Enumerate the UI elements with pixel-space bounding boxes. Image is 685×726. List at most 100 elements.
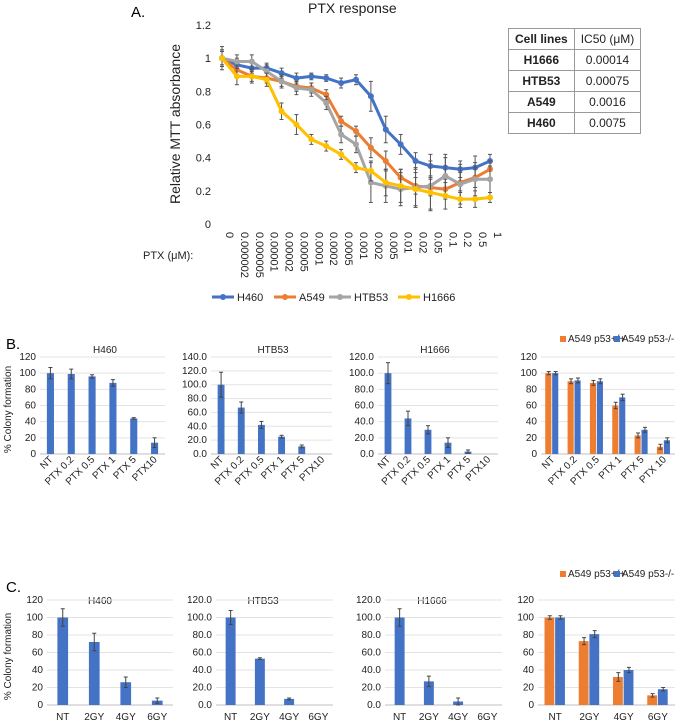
data-point — [472, 196, 479, 203]
x-tick-label: 0.02 — [417, 232, 429, 253]
bar — [225, 617, 236, 705]
bar — [254, 658, 265, 705]
bar — [298, 446, 306, 454]
data-point — [412, 157, 419, 164]
y-tick-label: 1 — [205, 53, 211, 65]
bar — [544, 617, 555, 705]
y-tick-label: 100 — [517, 613, 534, 624]
x-tick-label: 4GY — [448, 712, 468, 723]
bar — [284, 698, 295, 705]
x-tick-label: 4GY — [116, 712, 136, 723]
y-tick-label: 0 — [37, 700, 43, 711]
table-row: H1666 0.00014 — [508, 49, 642, 71]
data-point — [293, 85, 300, 92]
bar — [46, 373, 54, 454]
y-tick-label: 20.0 — [193, 683, 213, 694]
y-axis-title: % Colony formation — [3, 366, 14, 453]
bar — [656, 446, 664, 454]
legend-label: A549 p53+/+ — [568, 569, 625, 580]
data-point — [487, 176, 493, 183]
y-tick-label: 1.2 — [196, 20, 211, 32]
legend-label: A549 p53+/+ — [568, 334, 625, 345]
x-tick-label: 0.001 — [357, 232, 369, 260]
x-tick-label: 6GY — [147, 712, 167, 723]
y-tick-label: 120 — [517, 595, 534, 606]
y-tick-label: 60.0 — [188, 407, 208, 418]
bar — [394, 617, 405, 705]
table-row: HTB53 0.00075 — [508, 70, 642, 92]
data-point — [457, 181, 464, 188]
chart-title: HTB53 — [247, 596, 279, 607]
x-tick-label: 0.0005 — [342, 232, 354, 266]
x-tick-label: 2GY — [579, 712, 599, 723]
y-tick-label: 40.0 — [355, 417, 375, 428]
bar — [384, 373, 392, 454]
bar — [109, 382, 117, 454]
x-tick-label: 1 — [491, 232, 503, 238]
data-point — [382, 157, 389, 164]
y-tick-label: 60 — [526, 401, 538, 412]
x-tick-label: 0.0001 — [312, 232, 324, 266]
table-cell-cell-line: A549 — [508, 91, 575, 113]
table-row: A549 0.0016 — [508, 91, 642, 113]
legend-swatch-marker — [406, 294, 412, 300]
table-cell-cell-line: H460 — [508, 112, 575, 134]
bar — [574, 380, 581, 454]
y-tick-label: 100.0 — [182, 380, 207, 391]
x-tick-label: NT — [224, 712, 237, 723]
y-tick-label: 100 — [520, 368, 537, 379]
data-point — [367, 93, 374, 100]
y-tick-label: 40 — [32, 665, 44, 676]
y-tick-label: 80.0 — [355, 384, 375, 395]
bar — [589, 634, 600, 705]
legend-label: A549 p53-/- — [622, 569, 674, 580]
legend-swatch-marker — [282, 294, 288, 300]
bar — [67, 373, 75, 454]
x-tick-label: 0.00005 — [297, 232, 309, 272]
y-tick-label: 60.0 — [362, 648, 382, 659]
bar — [120, 682, 132, 705]
bar — [634, 435, 641, 454]
y-tick-label: 40.0 — [362, 665, 382, 676]
data-point — [382, 126, 389, 133]
data-point — [472, 176, 479, 183]
table-cell-ic50: 0.0016 — [573, 91, 642, 113]
y-tick-label: 120 — [520, 352, 537, 363]
data-point — [278, 78, 285, 85]
y-tick-label: 80 — [523, 630, 535, 641]
x-tick-label: 6GY — [308, 712, 328, 723]
y-tick-label: 20 — [25, 433, 37, 444]
data-point — [397, 141, 404, 148]
x-tick-label: 0.0002 — [327, 232, 339, 266]
y-tick-label: 20 — [526, 433, 538, 444]
ic50-table: Cell lines IC50 (μM) H1666 0.00014 HTB53… — [508, 28, 642, 134]
y-tick-label: 0.0 — [367, 700, 381, 711]
data-point — [219, 55, 225, 62]
bar — [423, 681, 434, 705]
y-tick-label: 120.0 — [187, 595, 212, 606]
data-point — [442, 172, 449, 179]
y-tick-label: 40.0 — [188, 421, 208, 432]
data-point — [233, 73, 240, 80]
x-tick-label: 0.01 — [402, 232, 414, 253]
data-point — [248, 58, 255, 65]
y-tick-label: 120.0 — [349, 352, 374, 363]
data-point — [233, 58, 240, 65]
y-tick-label: 0 — [531, 449, 537, 460]
data-point — [278, 108, 285, 115]
bar — [404, 418, 412, 454]
x-tick-label: NT — [393, 712, 406, 723]
bar — [641, 429, 648, 454]
y-tick-label: 20.0 — [355, 433, 375, 444]
y-tick-label: 20 — [32, 683, 44, 694]
x-tick-label: 2GY — [419, 712, 439, 723]
table-cell-ic50: 0.00075 — [573, 70, 642, 92]
data-point — [367, 167, 374, 174]
y-tick-label: 0.8 — [196, 86, 211, 98]
bar — [619, 397, 626, 454]
data-point — [412, 186, 419, 193]
table-cell-cell-line: HTB53 — [508, 70, 575, 92]
x-tick-label: 0.000005 — [253, 232, 265, 278]
y-tick-label: 0 — [528, 700, 534, 711]
y-tick-label: 20.0 — [362, 683, 382, 694]
